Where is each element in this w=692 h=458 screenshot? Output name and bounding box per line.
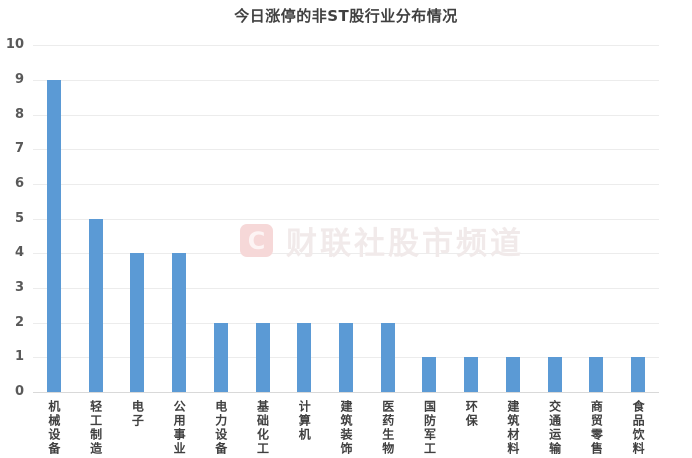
gridline [33, 45, 659, 47]
gridline [33, 184, 659, 186]
x-axis-category-label: 轻工制造 [88, 400, 103, 456]
bar [505, 357, 520, 392]
bar [339, 322, 353, 392]
y-axis-tick-label: 0 [14, 384, 24, 399]
gridline [33, 114, 659, 116]
y-axis-tick-label: 5 [14, 210, 24, 226]
gridline [33, 80, 659, 82]
x-axis-category-label: 国防军工 [422, 400, 437, 456]
y-axis-tick-label: 9 [14, 72, 24, 88]
gridline [33, 149, 659, 151]
bar [547, 357, 562, 392]
bar [589, 357, 604, 392]
gridline [33, 253, 659, 255]
x-axis-category-label: 电力设备 [213, 400, 228, 456]
x-axis-baseline [33, 392, 659, 393]
watermark-logo-icon: C [240, 224, 273, 257]
bar [631, 357, 646, 392]
x-axis-category-label: 公用事业 [172, 400, 187, 456]
bar [172, 253, 187, 392]
y-axis-tick-label: 6 [14, 176, 24, 192]
bar [297, 322, 312, 392]
x-axis-category-label: 电子 [130, 400, 145, 428]
x-axis-category-label: 交通运输 [547, 400, 562, 456]
x-axis-category-label: 机械设备 [46, 400, 61, 456]
y-axis-tick-label: 7 [14, 141, 24, 157]
bar [213, 322, 228, 392]
y-axis-tick-label: 1 [14, 349, 24, 365]
x-axis-category-label: 建筑装饰 [339, 400, 353, 456]
x-axis-category-label: 基础化工 [255, 400, 270, 456]
watermark-text: 财联社股市频道 [286, 226, 524, 262]
y-axis-tick-label: 10 [5, 37, 24, 53]
bar [130, 253, 145, 392]
y-axis-tick-label: 4 [14, 245, 24, 261]
bar [422, 357, 437, 392]
y-axis-tick-label: 3 [14, 280, 24, 296]
chart-title: 今日涨停的非ST股行业分布情况 [234, 7, 458, 25]
x-axis-category-label: 食品饮料 [631, 400, 646, 456]
gridline [33, 218, 659, 220]
bar [255, 322, 270, 392]
bar [380, 322, 395, 392]
x-axis-category-label: 医药生物 [380, 400, 395, 456]
y-axis-tick-label: 2 [14, 314, 24, 330]
bar [88, 218, 103, 392]
bar [464, 357, 479, 392]
bar [46, 80, 61, 392]
x-axis-category-label: 商贸零售 [589, 400, 604, 456]
watermark: C 财联社股市频道 [240, 218, 524, 263]
x-axis-category-label: 环保 [464, 400, 479, 428]
x-axis-category-label: 计算机 [297, 400, 312, 442]
y-axis-tick-label: 8 [14, 106, 24, 122]
gridline [33, 288, 659, 290]
x-axis-category-label: 建筑材料 [505, 400, 520, 456]
